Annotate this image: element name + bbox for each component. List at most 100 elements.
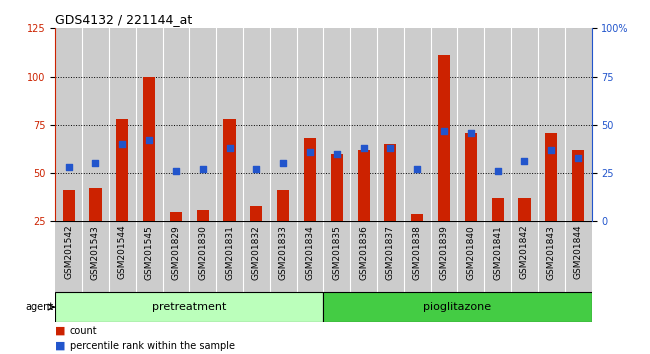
Bar (430, 221, 458, 292)
Bar (55, 292, 324, 322)
Bar (438, 55, 450, 221)
Text: ■: ■ (55, 341, 66, 350)
Text: GSM201840: GSM201840 (466, 225, 475, 280)
Bar (331, 154, 343, 221)
Bar (430, 28, 458, 221)
Point (90, 161, 101, 166)
Point (465, 130, 476, 135)
Bar (270, 221, 296, 292)
Text: GSM201843: GSM201843 (547, 225, 556, 280)
Point (117, 141, 127, 147)
Point (358, 145, 369, 151)
Text: ■: ■ (55, 326, 66, 336)
Bar (377, 28, 404, 221)
Point (493, 168, 503, 174)
Bar (324, 221, 350, 292)
Point (64, 164, 74, 170)
Text: GSM201543: GSM201543 (91, 225, 100, 280)
Bar (243, 221, 270, 292)
Bar (350, 28, 377, 221)
Point (412, 166, 423, 172)
Bar (55, 28, 82, 221)
Bar (109, 221, 136, 292)
Point (251, 166, 261, 172)
Bar (296, 221, 324, 292)
Bar (304, 138, 316, 221)
Point (385, 145, 396, 151)
Text: GSM201844: GSM201844 (573, 225, 582, 279)
Bar (411, 213, 423, 221)
Bar (324, 28, 350, 221)
Point (546, 147, 556, 153)
Bar (465, 132, 477, 221)
Bar (197, 210, 209, 221)
Bar (458, 28, 484, 221)
Point (305, 149, 315, 155)
Text: GSM201829: GSM201829 (172, 225, 181, 280)
Bar (250, 206, 263, 221)
Bar (189, 28, 216, 221)
Text: GSM201838: GSM201838 (413, 225, 422, 280)
Bar (484, 221, 511, 292)
Bar (565, 28, 592, 221)
Bar (216, 221, 243, 292)
Text: GSM201832: GSM201832 (252, 225, 261, 280)
Bar (404, 221, 430, 292)
Bar (545, 132, 557, 221)
Text: GSM201835: GSM201835 (332, 225, 341, 280)
Text: GSM201842: GSM201842 (520, 225, 529, 279)
Text: agent: agent (25, 302, 54, 312)
Text: GDS4132 / 221144_at: GDS4132 / 221144_at (55, 13, 192, 26)
Bar (82, 28, 109, 221)
Point (144, 137, 154, 143)
Bar (565, 221, 592, 292)
Bar (162, 221, 189, 292)
Bar (491, 198, 504, 221)
Text: GSM201834: GSM201834 (306, 225, 315, 280)
Bar (143, 76, 155, 221)
Bar (82, 221, 109, 292)
Bar (270, 28, 296, 221)
Point (573, 155, 583, 160)
Text: pretreatment: pretreatment (152, 302, 226, 312)
Text: count: count (70, 326, 98, 336)
Bar (404, 28, 430, 221)
Bar (136, 221, 162, 292)
Point (171, 168, 181, 174)
Text: pioglitazone: pioglitazone (423, 302, 491, 312)
Text: GSM201833: GSM201833 (279, 225, 288, 280)
Bar (377, 221, 404, 292)
Bar (458, 221, 484, 292)
Bar (296, 28, 324, 221)
Bar (484, 28, 511, 221)
Bar (572, 150, 584, 221)
Bar (90, 188, 101, 221)
Bar (224, 119, 235, 221)
Bar (116, 119, 128, 221)
Bar (358, 150, 370, 221)
Bar (324, 292, 592, 322)
Bar (519, 198, 530, 221)
Bar (350, 221, 377, 292)
Bar (538, 28, 565, 221)
Bar (538, 221, 565, 292)
Text: GSM201836: GSM201836 (359, 225, 368, 280)
Text: GSM201831: GSM201831 (225, 225, 234, 280)
Bar (109, 28, 136, 221)
Point (439, 128, 449, 133)
Bar (136, 28, 162, 221)
Bar (511, 28, 538, 221)
Point (332, 151, 342, 156)
Text: GSM201545: GSM201545 (144, 225, 153, 280)
Point (278, 161, 289, 166)
Text: GSM201841: GSM201841 (493, 225, 502, 280)
Bar (216, 28, 243, 221)
Text: GSM201544: GSM201544 (118, 225, 127, 279)
Point (224, 145, 235, 151)
Point (198, 166, 208, 172)
Bar (162, 28, 189, 221)
Text: GSM201542: GSM201542 (64, 225, 73, 279)
Bar (189, 221, 216, 292)
Point (519, 159, 530, 164)
Bar (55, 221, 82, 292)
